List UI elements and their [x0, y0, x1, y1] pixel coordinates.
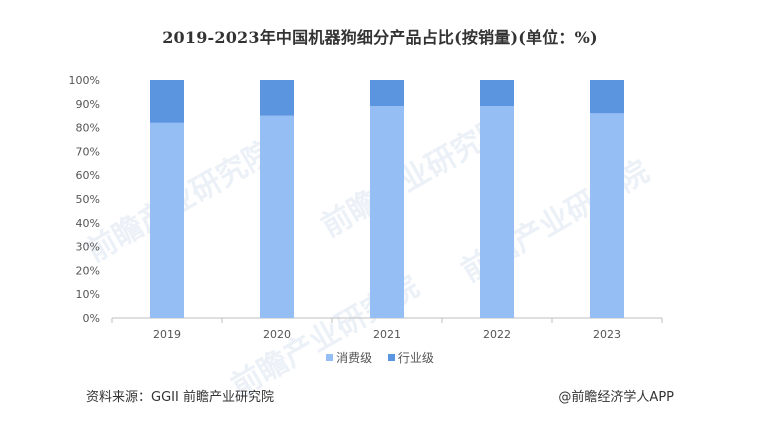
bar-industry-2021 [370, 80, 404, 107]
y-tick-label: 0% [83, 312, 100, 325]
y-tick-label: 60% [76, 169, 100, 182]
bar-industry-2022 [480, 80, 514, 107]
y-tick-label: 30% [76, 241, 100, 254]
x-tick-label: 2019 [153, 328, 181, 341]
legend-label-industry: 行业级 [397, 351, 434, 365]
y-tick-label: 10% [76, 288, 100, 301]
y-tick-label: 100% [69, 74, 100, 87]
y-tick-label: 40% [76, 217, 100, 230]
bar-consumer-2022 [480, 106, 514, 319]
bar-consumer-2019 [150, 122, 184, 318]
y-tick-label: 20% [76, 264, 100, 277]
legend-swatch-consumer [326, 354, 334, 361]
bar-consumer-2021 [370, 106, 404, 319]
bar-consumer-2020 [260, 115, 294, 318]
bar-industry-2019 [150, 80, 184, 123]
brand-credit: @前瞻经济学人APP [558, 390, 674, 405]
legend-item-industry[interactable]: 行业级 [387, 349, 434, 366]
bar-industry-2023 [590, 80, 624, 114]
y-tick-label: 90% [76, 98, 100, 111]
legend-swatch-industry [387, 354, 395, 361]
x-tick-label: 2020 [263, 328, 291, 341]
x-tick-label: 2021 [373, 328, 401, 341]
legend-item-consumer[interactable]: 消费级 [326, 349, 372, 366]
x-tick-label: 2023 [593, 328, 621, 341]
chart-legend: 消费级 行业级 [0, 349, 760, 366]
source-note: 资料来源：GGII 前瞻产业研究院 [86, 390, 274, 405]
chart-title: 2019-2023年中国机器狗细分产品占比(按销量)(单位：%) [162, 28, 598, 47]
x-tick-label: 2022 [483, 328, 511, 341]
legend-label-consumer: 消费级 [336, 351, 373, 365]
bar-industry-2020 [260, 80, 294, 116]
bar-consumer-2023 [590, 113, 624, 318]
y-tick-label: 80% [76, 122, 100, 135]
y-tick-label: 70% [76, 145, 100, 158]
y-tick-label: 50% [76, 193, 100, 206]
